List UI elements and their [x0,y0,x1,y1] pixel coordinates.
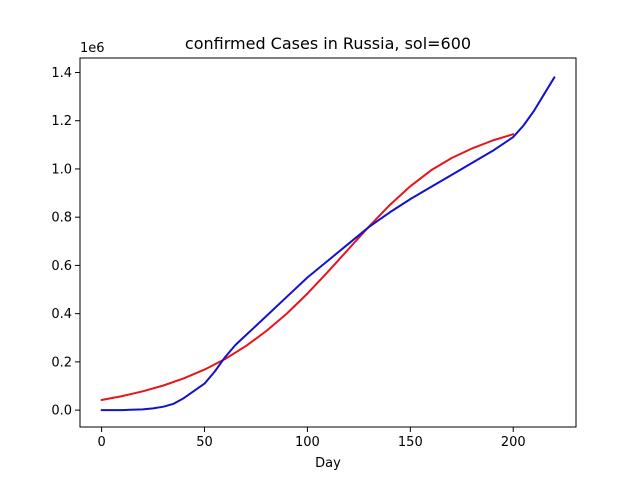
y-tick-label: 1.2 [51,114,72,129]
y-tick-label: 0.0 [51,404,72,419]
x-tick-label: 100 [295,435,320,450]
y-tick-label: 1.4 [51,66,72,81]
x-axis-label: Day [315,456,341,471]
y-offset-label: 1e6 [80,41,105,56]
series-line-1 [100,76,556,412]
y-tick-label: 0.4 [51,307,72,322]
x-tick-label: 200 [501,435,526,450]
chart-title: confirmed Cases in Russia, sol=600 [185,34,471,53]
x-tick-label: 0 [97,435,105,450]
axes-frame [79,57,577,428]
y-tick-label: 1.0 [51,162,72,177]
plot-area: 0 50 100 150 200 0.0 0.2 0.4 0.6 0.8 1.0 1.2 1.4 [51,57,577,450]
x-tick-label: 50 [196,435,213,450]
series-line-0 [100,133,515,401]
x-tick-label: 150 [398,435,423,450]
y-tick-label: 0.2 [51,355,72,370]
y-tick-label: 0.6 [51,259,72,274]
y-tick-label: 0.8 [51,211,72,226]
